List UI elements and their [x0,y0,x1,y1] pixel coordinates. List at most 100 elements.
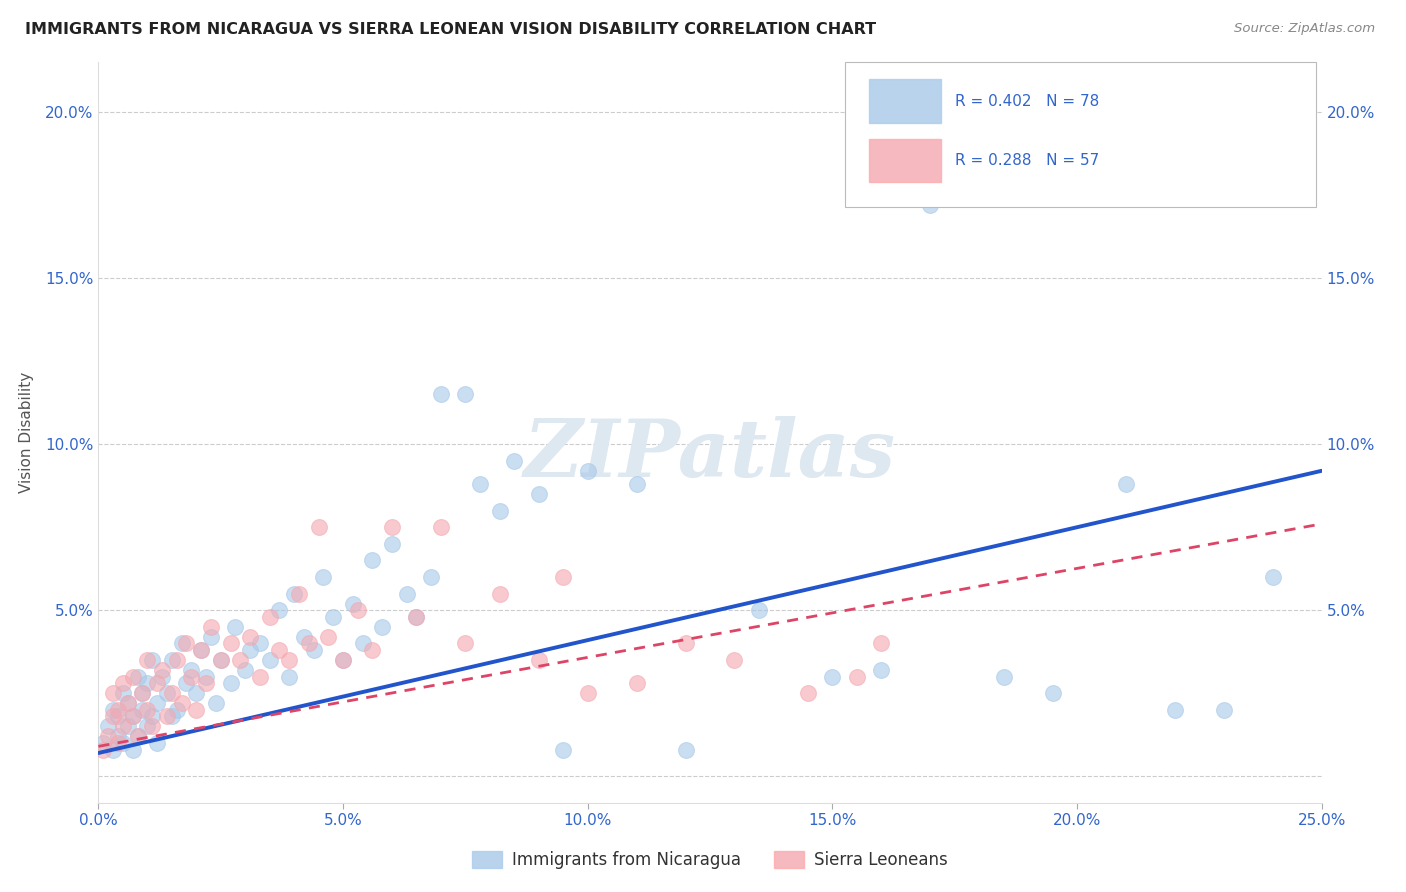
FancyBboxPatch shape [869,138,941,182]
Point [136,703,159,717]
Point [553,570,575,584]
Point [205,696,228,710]
Text: R = 0.288   N = 57: R = 0.288 N = 57 [955,153,1099,169]
Point [239,643,262,657]
Point [180,670,202,684]
Point [195,670,218,684]
Point [170,636,193,650]
Point [454,387,477,401]
Point [278,653,301,667]
Point [136,676,159,690]
Point [332,653,354,667]
Point [302,643,325,657]
Point [136,719,159,733]
Point [107,709,129,723]
Point [97,719,120,733]
Point [101,709,124,723]
Point [269,643,291,657]
Text: R = 0.402   N = 78: R = 0.402 N = 78 [955,95,1099,109]
Point [292,630,315,644]
FancyBboxPatch shape [845,62,1316,207]
Point [1261,570,1284,584]
Point [269,603,291,617]
Point [468,477,491,491]
Point [259,610,281,624]
Point [993,670,1015,684]
Point [553,742,575,756]
Point [131,686,153,700]
Point [626,676,648,690]
Point [259,653,281,667]
Point [233,663,256,677]
Point [845,670,868,684]
Point [190,643,212,657]
Point [332,653,354,667]
Point [111,686,134,700]
Point [249,670,271,684]
Point [283,587,305,601]
Point [107,730,129,744]
Point [675,636,697,650]
Point [870,636,893,650]
Point [141,719,163,733]
Point [101,686,124,700]
Point [420,570,443,584]
Point [136,653,159,667]
Point [1164,703,1187,717]
Point [224,620,246,634]
Text: Source: ZipAtlas.com: Source: ZipAtlas.com [1234,22,1375,36]
Point [1042,686,1064,700]
Point [166,653,188,667]
Point [318,630,340,644]
Point [156,686,179,700]
Point [101,703,124,717]
Point [121,709,143,723]
Point [146,696,169,710]
Point [405,610,427,624]
Y-axis label: Vision Disability: Vision Disability [20,372,34,493]
Text: ZIPatlas: ZIPatlas [524,416,896,493]
Point [298,636,321,650]
Point [352,636,374,650]
FancyBboxPatch shape [869,79,941,123]
Point [200,630,222,644]
Point [920,198,942,212]
Point [127,730,149,744]
Point [127,670,149,684]
Point [723,653,745,667]
Point [131,703,153,717]
Point [430,520,453,534]
Point [527,487,550,501]
Point [381,537,404,551]
Point [127,730,149,744]
Point [121,742,143,756]
Point [821,670,844,684]
Point [748,603,770,617]
Point [195,676,218,690]
Point [150,663,173,677]
Point [107,736,129,750]
Point [200,620,222,634]
Point [170,696,193,710]
Point [150,670,173,684]
Point [97,730,120,744]
Point [107,703,129,717]
Point [322,610,344,624]
Text: IMMIGRANTS FROM NICARAGUA VS SIERRA LEONEAN VISION DISABILITY CORRELATION CHART: IMMIGRANTS FROM NICARAGUA VS SIERRA LEON… [25,22,876,37]
Point [131,686,153,700]
Point [160,653,183,667]
Point [111,676,134,690]
Legend: Immigrants from Nicaragua, Sierra Leoneans: Immigrants from Nicaragua, Sierra Leonea… [465,845,955,876]
Point [141,653,163,667]
Point [166,703,188,717]
Point [361,643,384,657]
Point [117,719,139,733]
Point [454,636,477,650]
Point [308,520,330,534]
Point [576,686,599,700]
Point [675,742,697,756]
Point [576,464,599,478]
Point [381,520,404,534]
Point [219,636,242,650]
Point [176,676,198,690]
